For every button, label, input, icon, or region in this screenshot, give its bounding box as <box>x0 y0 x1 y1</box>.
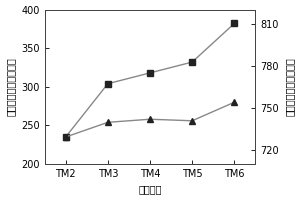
X-axis label: 正极材料: 正极材料 <box>138 184 162 194</box>
Y-axis label: 比能量（瓦时每千克）: 比能量（瓦时每千克） <box>284 57 294 116</box>
Y-axis label: 比容量（毫安时每克）: 比容量（毫安时每克） <box>6 57 16 116</box>
